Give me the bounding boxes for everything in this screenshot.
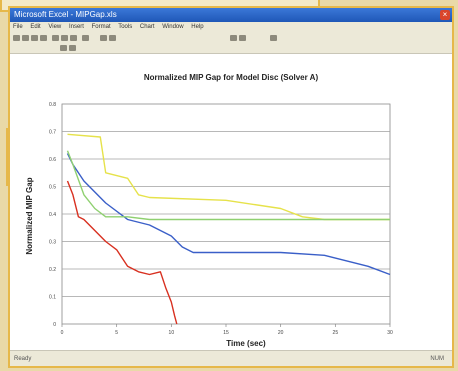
- chart-object-icon[interactable]: [60, 45, 67, 51]
- menu-bar: File Edit View Insert Format Tools Chart…: [10, 22, 452, 32]
- num-lock-indicator: NUM: [430, 356, 444, 362]
- menu-item-chart[interactable]: Chart: [139, 24, 155, 30]
- print-icon[interactable]: [40, 35, 47, 41]
- y-tick-label: 0.3: [49, 240, 56, 246]
- menu-item-file[interactable]: File: [13, 24, 23, 30]
- open-icon[interactable]: [22, 35, 29, 41]
- status-text: Ready: [14, 356, 32, 362]
- x-tick-label: 15: [223, 330, 229, 336]
- chart-wizard-icon[interactable]: [100, 35, 107, 41]
- menu-item-view[interactable]: View: [48, 24, 62, 30]
- series-line-4: [66, 180, 178, 325]
- series-line-3: [66, 150, 390, 221]
- menu-item-format[interactable]: Format: [91, 24, 111, 30]
- window-title: Microsoft Excel - MIPGap.xls: [14, 10, 117, 19]
- y-tick-label: 0.6: [49, 157, 56, 163]
- status-bar: Ready NUM: [10, 350, 452, 366]
- cut-icon[interactable]: [52, 35, 59, 41]
- line-chart: Normalized MIP Gap for Model Disc (Solve…: [25, 73, 393, 348]
- x-axis-label: Time (sec): [226, 339, 266, 348]
- x-tick-label: 25: [333, 330, 339, 336]
- y-tick-label: 0.4: [49, 212, 56, 218]
- menu-item-help[interactable]: Help: [191, 24, 204, 30]
- x-tick-label: 20: [278, 330, 284, 336]
- series-line-1: [67, 133, 390, 221]
- undo-icon[interactable]: [82, 35, 89, 41]
- italic-icon[interactable]: [239, 35, 246, 41]
- format-chart-icon[interactable]: [69, 45, 76, 51]
- paste-icon[interactable]: [70, 35, 77, 41]
- chart-title: Normalized MIP Gap for Model Disc (Solve…: [144, 73, 319, 82]
- x-tick-label: 0: [61, 330, 64, 336]
- y-tick-label: 0.7: [49, 130, 56, 136]
- y-tick-label: 0.2: [49, 267, 56, 273]
- y-tick-label: 0: [53, 322, 56, 328]
- menu-item-edit[interactable]: Edit: [30, 24, 41, 30]
- new-icon[interactable]: [13, 35, 20, 41]
- excel-window: Microsoft Excel - MIPGap.xls × File Edit…: [8, 6, 454, 368]
- x-tick-label: 5: [115, 330, 118, 336]
- y-axis-label: Normalized MIP Gap: [25, 177, 34, 254]
- y-tick-label: 0.8: [49, 102, 56, 108]
- chart-area[interactable]: Normalized MIP Gap for Model Disc (Solve…: [10, 54, 452, 350]
- toolbar: [10, 32, 452, 54]
- x-tick-label: 30: [387, 330, 393, 336]
- y-tick-label: 0.1: [49, 295, 56, 301]
- title-bar: Microsoft Excel - MIPGap.xls ×: [10, 8, 452, 22]
- series-line-2: [66, 153, 391, 276]
- background-window-edge: [0, 128, 8, 186]
- zoom-icon[interactable]: [109, 35, 116, 41]
- copy-icon[interactable]: [61, 35, 68, 41]
- close-icon[interactable]: ×: [440, 10, 450, 20]
- menu-item-insert[interactable]: Insert: [68, 24, 84, 30]
- menu-item-window[interactable]: Window: [162, 24, 184, 30]
- x-tick-label: 10: [169, 330, 175, 336]
- menu-item-tools[interactable]: Tools: [118, 24, 133, 30]
- save-icon[interactable]: [31, 35, 38, 41]
- bold-icon[interactable]: [230, 35, 237, 41]
- y-tick-label: 0.5: [49, 185, 56, 191]
- align-icon[interactable]: [270, 35, 277, 41]
